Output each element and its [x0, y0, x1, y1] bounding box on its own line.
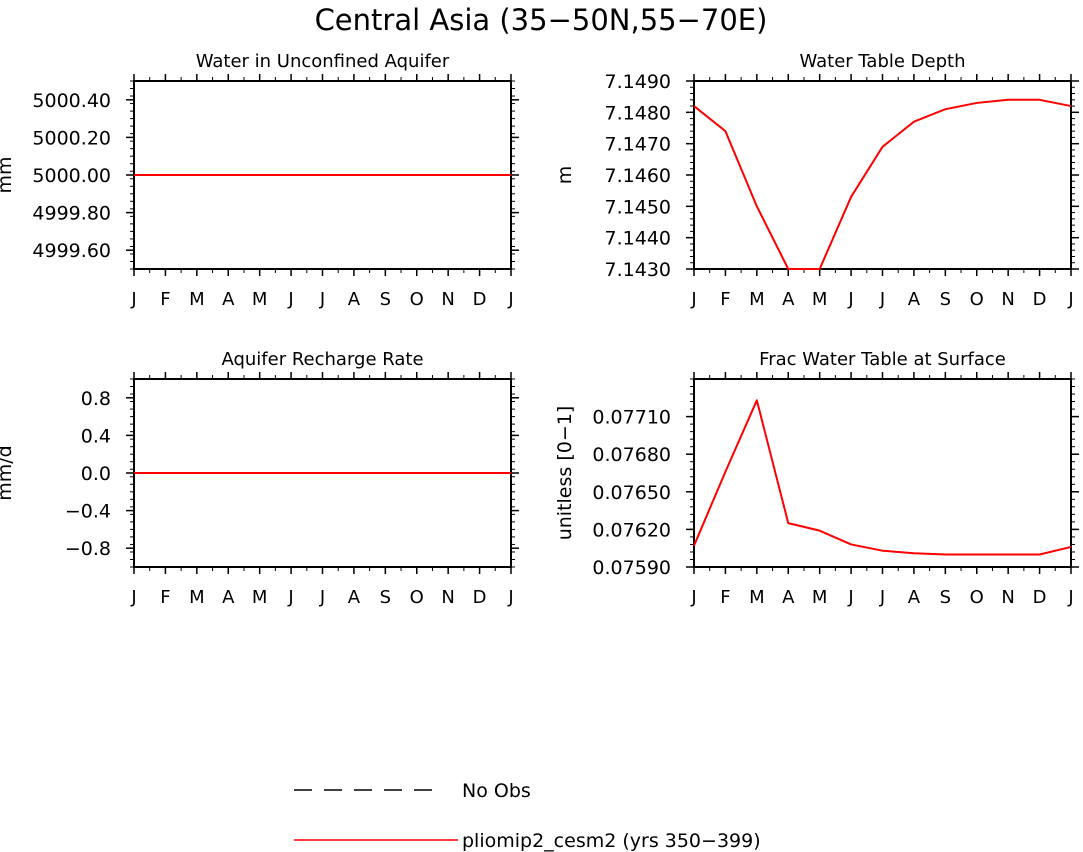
x-tick-label: A	[908, 289, 921, 310]
x-tick-label: D	[1033, 289, 1047, 310]
series-line	[693, 98, 1072, 270]
x-tick-label: J	[690, 289, 696, 310]
y-tick-label: 0.07650	[592, 482, 671, 504]
x-tick-label: M	[252, 587, 268, 608]
x-tick-label: F	[160, 587, 170, 608]
x-tick-label: D	[473, 587, 487, 608]
x-tick-label: J	[507, 587, 513, 608]
x-tick-label: D	[473, 289, 487, 310]
y-tick-label: 7.1430	[605, 259, 671, 281]
x-tick-label: J	[1067, 289, 1073, 310]
panel-title: Aquifer Recharge Rate	[221, 349, 423, 370]
x-tick-label: A	[222, 289, 235, 310]
y-tick-label: 5000.20	[32, 127, 111, 149]
plot-frame	[693, 378, 1072, 568]
y-tick-label: 7.1480	[605, 102, 671, 124]
x-tick-label: J	[879, 587, 885, 608]
y-axis-label: m	[554, 166, 576, 185]
x-tick-label: N	[1001, 289, 1014, 310]
y-tick-label: −0.8	[65, 538, 111, 560]
x-tick-label: F	[160, 289, 170, 310]
x-tick-label: J	[690, 587, 696, 608]
y-tick-label: 0.07680	[592, 444, 671, 466]
x-tick-label: A	[908, 587, 921, 608]
x-tick-label: A	[222, 587, 235, 608]
x-tick-label: J	[847, 289, 853, 310]
y-tick-label: 7.1490	[605, 71, 671, 93]
y-tick-label: 0.07620	[592, 519, 671, 541]
x-tick-label: S	[940, 289, 951, 310]
y-tick-label: 7.1450	[605, 196, 671, 218]
x-tick-label: D	[1033, 587, 1047, 608]
y-tick-label: 7.1440	[605, 228, 671, 250]
x-tick-label: M	[189, 289, 205, 310]
x-tick-label: A	[782, 587, 795, 608]
y-tick-label: 0.0	[81, 463, 111, 485]
x-tick-label: F	[720, 289, 730, 310]
x-tick-label: J	[287, 289, 293, 310]
y-tick-label: 4999.80	[32, 203, 111, 225]
x-tick-label: S	[380, 587, 391, 608]
y-tick-label: 0.8	[81, 388, 111, 410]
x-tick-label: M	[252, 289, 268, 310]
x-tick-label: J	[879, 289, 885, 310]
y-tick-label: 0.07590	[592, 557, 671, 579]
x-tick-label: N	[441, 289, 454, 310]
y-tick-label: 4999.60	[32, 240, 111, 262]
y-tick-label: 0.4	[81, 425, 111, 447]
x-tick-label: J	[130, 587, 136, 608]
x-tick-label: J	[319, 289, 325, 310]
x-tick-label: J	[130, 289, 136, 310]
x-tick-label: M	[812, 587, 828, 608]
x-tick-label: M	[749, 587, 765, 608]
panel-title: Water in Unconfined Aquifer	[196, 51, 450, 72]
y-tick-label: 7.1470	[605, 134, 671, 156]
x-tick-label: O	[970, 289, 984, 310]
x-tick-label: J	[287, 587, 293, 608]
y-axis-label: unitless [0−1]	[554, 406, 576, 541]
x-tick-label: O	[410, 289, 424, 310]
series-line	[693, 399, 1072, 556]
x-tick-label: M	[189, 587, 205, 608]
x-tick-label: N	[441, 587, 454, 608]
x-tick-label: J	[847, 587, 853, 608]
x-tick-label: J	[319, 587, 325, 608]
x-tick-label: J	[507, 289, 513, 310]
panel-title: Frac Water Table at Surface	[759, 349, 1006, 370]
figure-title: Central Asia (35−50N,55−70E)	[315, 3, 768, 37]
y-tick-label: 0.07710	[592, 407, 671, 429]
x-tick-label: A	[348, 587, 361, 608]
x-tick-label: M	[749, 289, 765, 310]
x-tick-label: A	[782, 289, 795, 310]
x-tick-label: J	[1067, 587, 1073, 608]
y-tick-label: −0.4	[65, 501, 111, 523]
x-tick-label: M	[812, 289, 828, 310]
plot-frame	[693, 80, 1072, 270]
legend: No Obs pliomip2_cesm2 (yrs 350−399)	[294, 780, 761, 852]
x-tick-label: O	[410, 587, 424, 608]
y-axis-label: mm/d	[0, 445, 16, 500]
x-tick-label: F	[720, 587, 730, 608]
legend-model-label: pliomip2_cesm2 (yrs 350−399)	[462, 830, 761, 852]
x-tick-label: N	[1001, 587, 1014, 608]
x-tick-label: O	[970, 587, 984, 608]
panel-title: Water Table Depth	[799, 51, 965, 72]
x-tick-label: S	[940, 587, 951, 608]
x-tick-label: A	[348, 289, 361, 310]
y-tick-label: 5000.00	[32, 165, 111, 187]
x-tick-label: S	[380, 289, 391, 310]
legend-no-obs-label: No Obs	[462, 780, 531, 802]
y-tick-label: 5000.40	[32, 90, 111, 112]
y-tick-label: 7.1460	[605, 165, 671, 187]
y-axis-label: mm	[0, 156, 16, 193]
